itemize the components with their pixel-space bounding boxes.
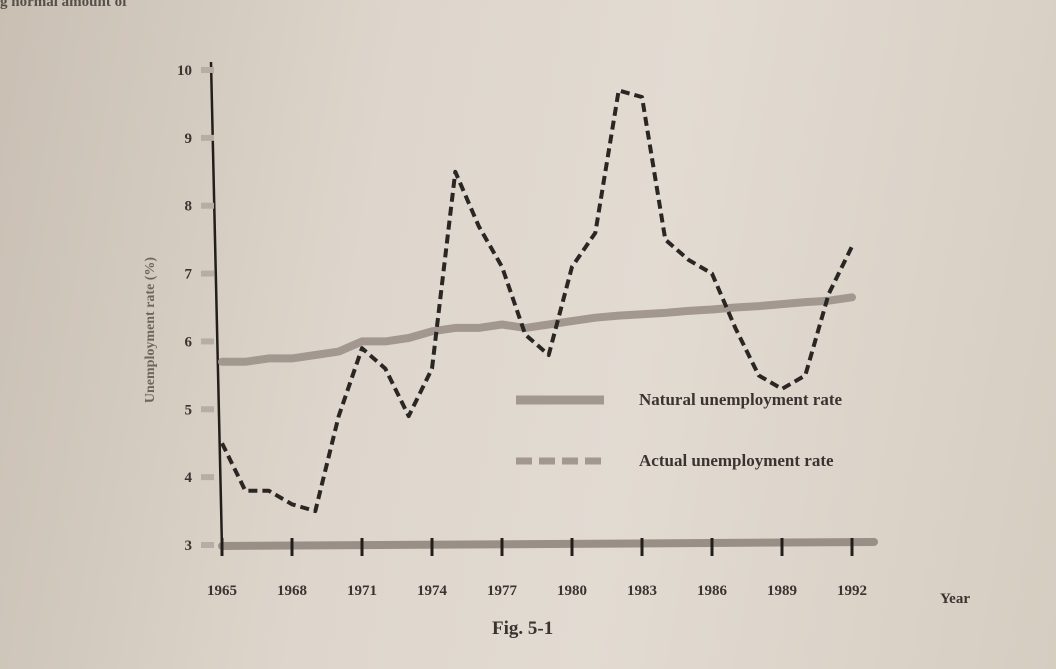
series-line-natural bbox=[218, 293, 856, 366]
data-point bbox=[641, 97, 642, 98]
data-point bbox=[501, 266, 502, 267]
x-tick-label: 1992 bbox=[837, 583, 867, 599]
data-point bbox=[361, 348, 362, 349]
data-point bbox=[688, 259, 689, 260]
data-point bbox=[408, 337, 409, 338]
y-tick-label: 4 bbox=[185, 470, 193, 486]
data-point bbox=[221, 361, 222, 362]
data-point bbox=[361, 341, 362, 342]
data-point bbox=[828, 293, 829, 294]
data-point bbox=[571, 320, 572, 321]
figure-caption: Fig. 5-1 bbox=[492, 618, 554, 639]
y-tick-label: 5 bbox=[185, 402, 193, 418]
y-tick-label: 6 bbox=[185, 334, 193, 350]
data-point bbox=[315, 510, 316, 511]
data-point bbox=[571, 266, 572, 267]
data-point bbox=[431, 368, 432, 369]
data-point bbox=[501, 324, 502, 325]
series-line-actual bbox=[220, 88, 854, 514]
data-point bbox=[548, 354, 549, 355]
data-point bbox=[548, 324, 549, 325]
data-point bbox=[221, 443, 222, 444]
y-tick-label: 8 bbox=[185, 199, 193, 215]
data-point bbox=[711, 309, 712, 310]
data-point bbox=[245, 361, 246, 362]
data-point bbox=[851, 246, 852, 247]
data-point bbox=[595, 317, 596, 318]
x-tick-label: 1980 bbox=[557, 583, 587, 599]
data-point bbox=[245, 490, 246, 491]
data-point bbox=[851, 297, 852, 298]
data-point bbox=[781, 304, 782, 305]
y-tick-label: 3 bbox=[185, 538, 193, 554]
data-point bbox=[711, 273, 712, 274]
data-point bbox=[595, 232, 596, 233]
data-point bbox=[291, 504, 292, 505]
x-tick-label: 1977 bbox=[487, 583, 518, 599]
data-point bbox=[618, 90, 619, 91]
x-tick-label: 1983 bbox=[627, 583, 657, 599]
data-point bbox=[431, 331, 432, 332]
x-tick-label: 1971 bbox=[347, 583, 377, 599]
data-point bbox=[478, 225, 479, 226]
data-point bbox=[408, 415, 409, 416]
y-tick-label: 7 bbox=[185, 267, 193, 283]
y-axis-line bbox=[209, 61, 224, 549]
data-point bbox=[455, 327, 456, 328]
y-tick-label: 10 bbox=[177, 63, 192, 79]
legend-label-natural: Natural unemployment rate bbox=[639, 390, 842, 409]
data-point bbox=[315, 354, 316, 355]
y-tick-label: 9 bbox=[185, 131, 193, 147]
data-point bbox=[758, 306, 759, 307]
data-point bbox=[735, 327, 736, 328]
data-point bbox=[338, 351, 339, 352]
data-point bbox=[478, 327, 479, 328]
data-point bbox=[338, 415, 339, 416]
data-point bbox=[455, 171, 456, 172]
data-point bbox=[291, 358, 292, 359]
x-tick-label: 1965 bbox=[207, 583, 237, 599]
data-point bbox=[385, 368, 386, 369]
x-tick-label: 1968 bbox=[277, 583, 307, 599]
data-point bbox=[665, 312, 666, 313]
data-point bbox=[805, 301, 806, 302]
data-point bbox=[618, 315, 619, 316]
x-axis-line bbox=[218, 538, 878, 550]
legend-label-actual: Actual unemployment rate bbox=[639, 451, 834, 470]
cropped-header-text: g normal amount of bbox=[0, 0, 128, 10]
data-point bbox=[385, 341, 386, 342]
x-tick-label: 1989 bbox=[767, 583, 797, 599]
data-point bbox=[758, 375, 759, 376]
data-point bbox=[805, 375, 806, 376]
data-point bbox=[268, 358, 269, 359]
x-axis-title: Year bbox=[940, 591, 970, 607]
x-tick-label: 1986 bbox=[697, 583, 728, 599]
x-tick-label: 1974 bbox=[417, 583, 448, 599]
data-point bbox=[665, 239, 666, 240]
data-point bbox=[688, 310, 689, 311]
data-point bbox=[268, 490, 269, 491]
data-point bbox=[525, 334, 526, 335]
data-point bbox=[735, 307, 736, 308]
data-point bbox=[641, 314, 642, 315]
